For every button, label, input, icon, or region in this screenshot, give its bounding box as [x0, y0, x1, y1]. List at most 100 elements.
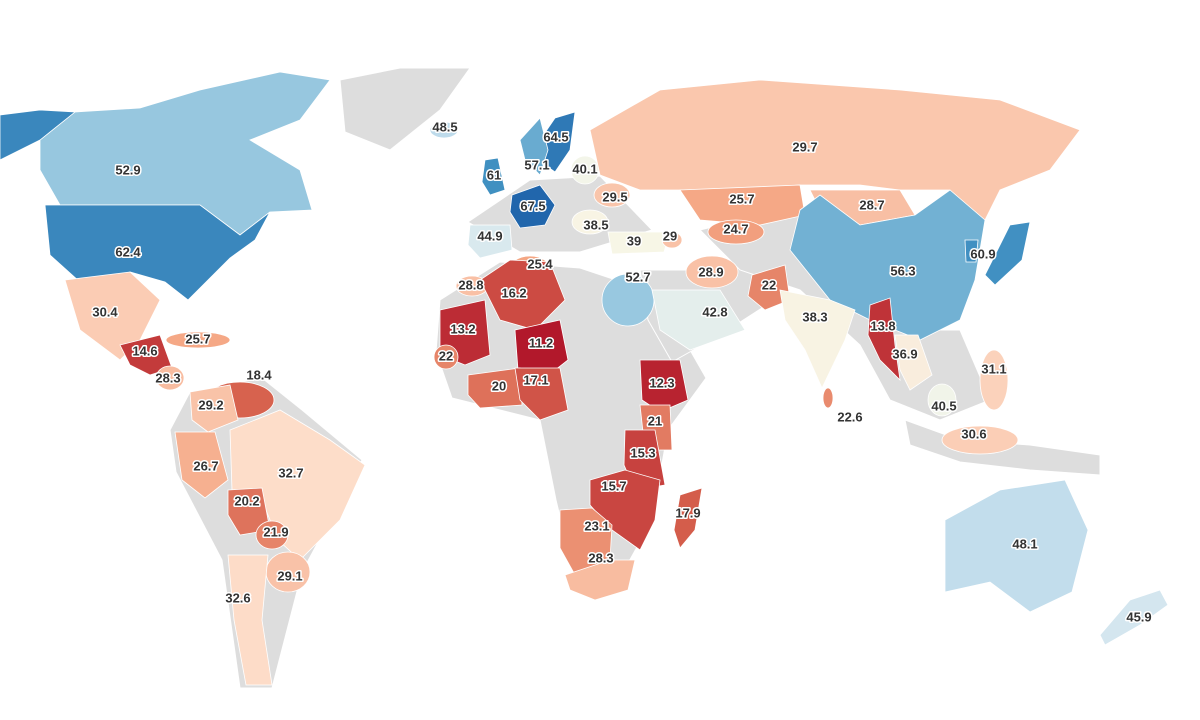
value-label: 20.2 — [234, 493, 259, 508]
country — [1099, 589, 1169, 646]
country — [227, 487, 271, 536]
value-label: 22 — [439, 348, 453, 363]
value-label: 18.4 — [246, 367, 272, 382]
labels: 52.9 62.4 48.5 64.5 57.1 40.1 61 29.5 67.5 29.7 25… — [91, 118, 1153, 626]
value-label: 12.3 — [649, 375, 674, 390]
country — [679, 184, 806, 226]
country — [779, 289, 856, 389]
country — [467, 224, 513, 259]
value-label: 14.6 — [132, 343, 157, 358]
country — [747, 264, 791, 311]
value-label: 61 — [487, 167, 501, 182]
value-label: 30.6 — [961, 426, 986, 441]
value-label: 29.7 — [792, 139, 817, 154]
country — [174, 431, 229, 499]
country — [673, 487, 703, 549]
value-label: 48.5 — [432, 119, 457, 134]
value-label: 24.7 — [723, 221, 748, 236]
country — [165, 331, 231, 349]
value-label: 25.7 — [729, 191, 754, 206]
value-label: 26.7 — [193, 458, 218, 473]
value-label: 28.9 — [698, 264, 723, 279]
value-label: 38.5 — [583, 217, 608, 232]
country — [941, 425, 1019, 455]
country — [867, 297, 901, 382]
value-label: 29.5 — [602, 189, 627, 204]
value-label: 22.6 — [837, 409, 862, 424]
country — [514, 367, 569, 421]
country — [661, 231, 683, 249]
value-label: 17.1 — [523, 372, 548, 387]
country — [979, 349, 1009, 411]
value-label: 25.4 — [527, 256, 553, 271]
country — [607, 231, 671, 255]
value-label: 32.6 — [225, 590, 250, 605]
value-label: 28.3 — [155, 370, 180, 385]
value-label: 21 — [648, 413, 662, 428]
country — [944, 479, 1089, 613]
value-label: 28.3 — [588, 550, 613, 565]
country — [467, 367, 523, 409]
value-label: 29 — [663, 228, 677, 243]
value-label: 52.9 — [115, 162, 140, 177]
value-label: 22 — [762, 277, 776, 292]
value-label: 16.2 — [501, 285, 526, 300]
country — [479, 259, 566, 331]
country — [481, 157, 506, 196]
value-label: 23.1 — [584, 518, 609, 533]
value-label: 13.2 — [450, 321, 475, 336]
value-label: 13.8 — [870, 318, 895, 333]
value-label: 40.1 — [572, 161, 597, 176]
value-label: 11.2 — [529, 335, 554, 350]
regions — [0, 71, 1169, 686]
country — [593, 182, 631, 208]
country — [822, 387, 834, 409]
country — [984, 221, 1031, 286]
value-label: 57.1 — [524, 157, 549, 172]
value-label: 29.1 — [277, 568, 302, 583]
country — [894, 334, 933, 391]
value-label: 48.1 — [1012, 536, 1037, 551]
value-label: 40.5 — [931, 398, 956, 413]
value-label: 39 — [627, 233, 641, 248]
value-label: 56.3 — [890, 263, 915, 278]
value-label: 31.1 — [981, 361, 1006, 376]
country — [707, 219, 765, 245]
country — [571, 209, 609, 235]
value-label: 30.4 — [92, 304, 118, 319]
country — [0, 109, 77, 161]
value-label: 28.8 — [458, 277, 483, 292]
value-label: 32.7 — [278, 465, 303, 480]
country — [155, 365, 185, 391]
country — [539, 111, 576, 173]
country — [927, 383, 957, 417]
value-label: 15.3 — [630, 445, 655, 460]
value-label: 20 — [492, 378, 506, 393]
value-label: 42.8 — [702, 304, 727, 319]
country — [255, 520, 289, 550]
value-label: 28.7 — [859, 197, 884, 212]
value-label: 38.3 — [802, 309, 827, 324]
country — [433, 344, 459, 370]
value-label: 25.7 — [185, 331, 210, 346]
value-label: 52.7 — [625, 269, 650, 284]
country — [564, 559, 636, 601]
value-label: 64.5 — [543, 129, 568, 144]
country — [651, 289, 746, 351]
value-label: 60.9 — [970, 246, 995, 261]
greenland — [339, 67, 471, 151]
value-label: 67.5 — [520, 198, 545, 213]
country — [189, 384, 239, 433]
country — [429, 121, 459, 139]
value-label: 62.4 — [115, 244, 141, 259]
value-label: 17.9 — [675, 505, 700, 520]
value-label: 29.2 — [198, 397, 223, 412]
country — [685, 255, 739, 289]
value-label: 45.9 — [1126, 609, 1151, 624]
country — [519, 117, 549, 176]
value-label: 36.9 — [892, 346, 917, 361]
country — [227, 554, 273, 686]
value-label: 44.9 — [477, 228, 502, 243]
country — [639, 359, 689, 413]
